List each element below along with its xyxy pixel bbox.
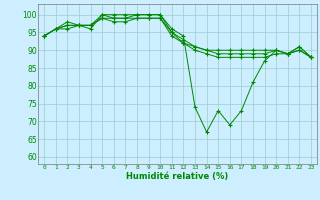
- X-axis label: Humidité relative (%): Humidité relative (%): [126, 172, 229, 181]
